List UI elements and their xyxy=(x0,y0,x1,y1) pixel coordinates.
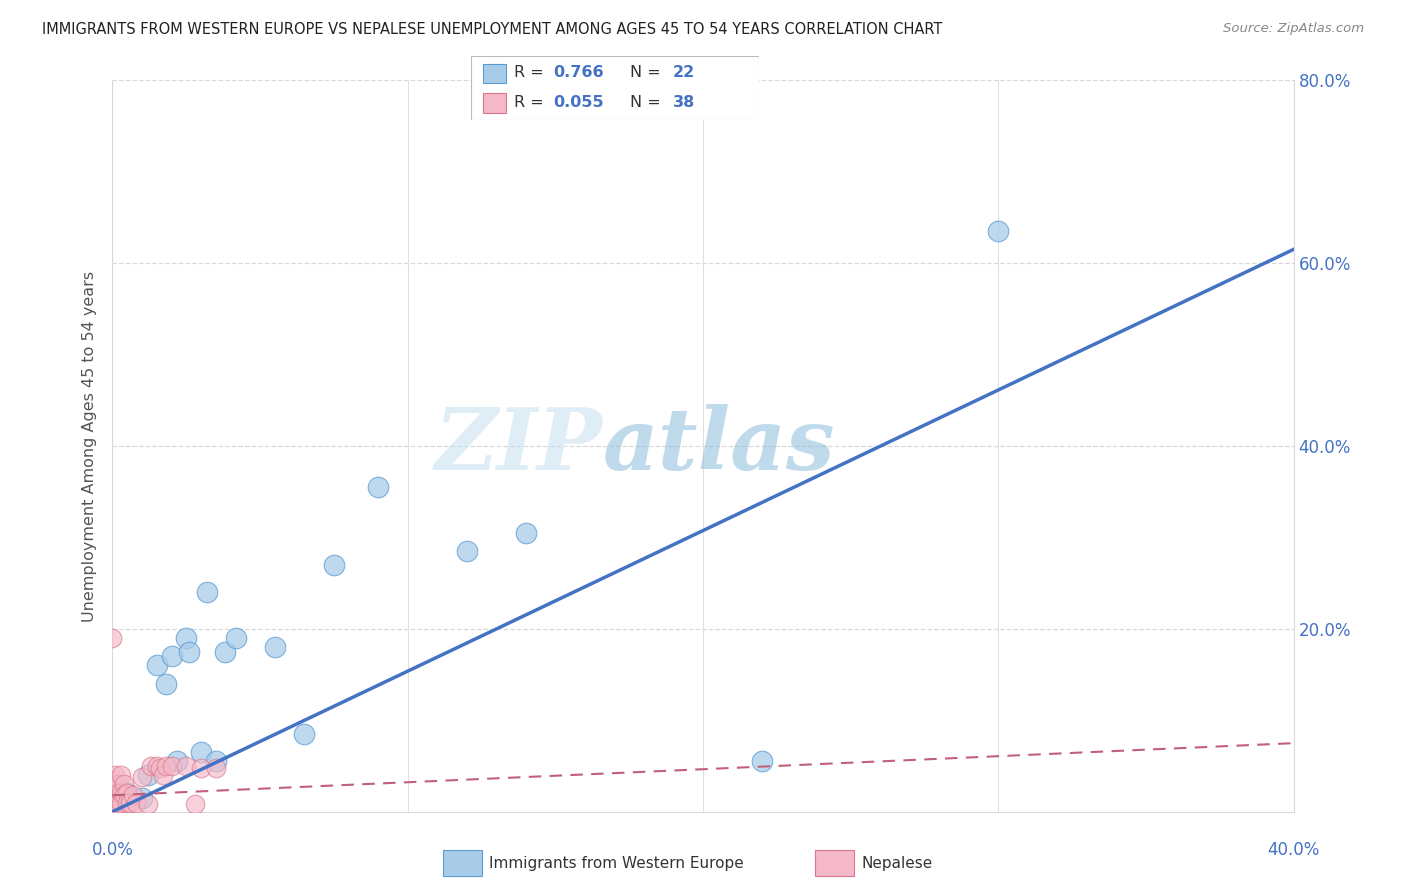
Point xyxy=(136,768,159,782)
Point xyxy=(264,640,287,655)
Text: atlas: atlas xyxy=(603,404,835,488)
FancyBboxPatch shape xyxy=(815,850,855,876)
Point xyxy=(110,768,132,782)
Point xyxy=(112,777,135,791)
Point xyxy=(101,772,124,787)
Point xyxy=(104,797,127,812)
Point xyxy=(179,645,201,659)
Point xyxy=(107,794,129,808)
Point xyxy=(120,796,142,810)
Point xyxy=(149,761,172,775)
Text: N =: N = xyxy=(630,95,665,110)
FancyBboxPatch shape xyxy=(482,64,506,83)
Point xyxy=(117,787,138,801)
Point xyxy=(190,761,212,775)
Point xyxy=(987,224,1010,238)
Text: 0.766: 0.766 xyxy=(553,65,603,80)
Point xyxy=(751,755,773,769)
Point xyxy=(101,631,124,645)
Point xyxy=(515,525,537,540)
Point xyxy=(101,787,124,801)
FancyBboxPatch shape xyxy=(482,94,506,112)
Text: IMMIGRANTS FROM WESTERN EUROPE VS NEPALESE UNEMPLOYMENT AMONG AGES 45 TO 54 YEAR: IMMIGRANTS FROM WESTERN EUROPE VS NEPALE… xyxy=(42,22,942,37)
Point xyxy=(174,631,197,645)
Point xyxy=(117,796,138,810)
Point xyxy=(131,770,153,784)
Y-axis label: Unemployment Among Ages 45 to 54 years: Unemployment Among Ages 45 to 54 years xyxy=(82,270,97,622)
Point xyxy=(205,755,228,769)
Point xyxy=(184,797,207,812)
Point xyxy=(214,645,236,659)
Point xyxy=(101,791,124,805)
Point xyxy=(160,649,183,664)
Point xyxy=(225,631,247,645)
Point xyxy=(146,759,169,773)
Point xyxy=(155,759,177,773)
Point xyxy=(104,800,127,814)
Point xyxy=(166,755,188,769)
FancyBboxPatch shape xyxy=(443,850,482,876)
Text: Nepalese: Nepalese xyxy=(860,855,932,871)
Point xyxy=(146,658,169,673)
Point xyxy=(456,544,478,558)
Point xyxy=(292,727,315,741)
Point xyxy=(122,789,145,803)
Point xyxy=(104,781,127,796)
Text: Source: ZipAtlas.com: Source: ZipAtlas.com xyxy=(1223,22,1364,36)
Point xyxy=(101,796,124,810)
Point xyxy=(367,480,389,494)
Point xyxy=(110,796,132,810)
Text: N =: N = xyxy=(630,65,665,80)
Point xyxy=(174,759,197,773)
Point xyxy=(195,585,218,599)
Point xyxy=(107,797,129,812)
Point xyxy=(131,791,153,805)
Point xyxy=(323,558,346,572)
Point xyxy=(107,777,129,791)
Text: R =: R = xyxy=(515,95,550,110)
Point xyxy=(104,768,127,782)
Point xyxy=(101,797,124,812)
Point xyxy=(112,789,135,803)
Point xyxy=(110,787,132,801)
Text: 38: 38 xyxy=(672,95,695,110)
Text: 0.055: 0.055 xyxy=(553,95,603,110)
Point xyxy=(136,797,159,812)
Point xyxy=(107,787,129,801)
FancyBboxPatch shape xyxy=(471,56,759,120)
Text: 22: 22 xyxy=(672,65,695,80)
Text: R =: R = xyxy=(515,65,550,80)
Text: 0.0%: 0.0% xyxy=(91,841,134,859)
Point xyxy=(104,796,127,810)
Point xyxy=(117,787,138,801)
Point xyxy=(125,796,148,810)
Text: 40.0%: 40.0% xyxy=(1267,841,1320,859)
Point xyxy=(190,745,212,759)
Text: ZIP: ZIP xyxy=(434,404,603,488)
Point xyxy=(139,759,162,773)
Point xyxy=(152,768,174,782)
Text: Immigrants from Western Europe: Immigrants from Western Europe xyxy=(489,855,744,871)
Point xyxy=(155,676,177,690)
Point xyxy=(205,761,228,775)
Point xyxy=(104,791,127,805)
Point xyxy=(160,759,183,773)
